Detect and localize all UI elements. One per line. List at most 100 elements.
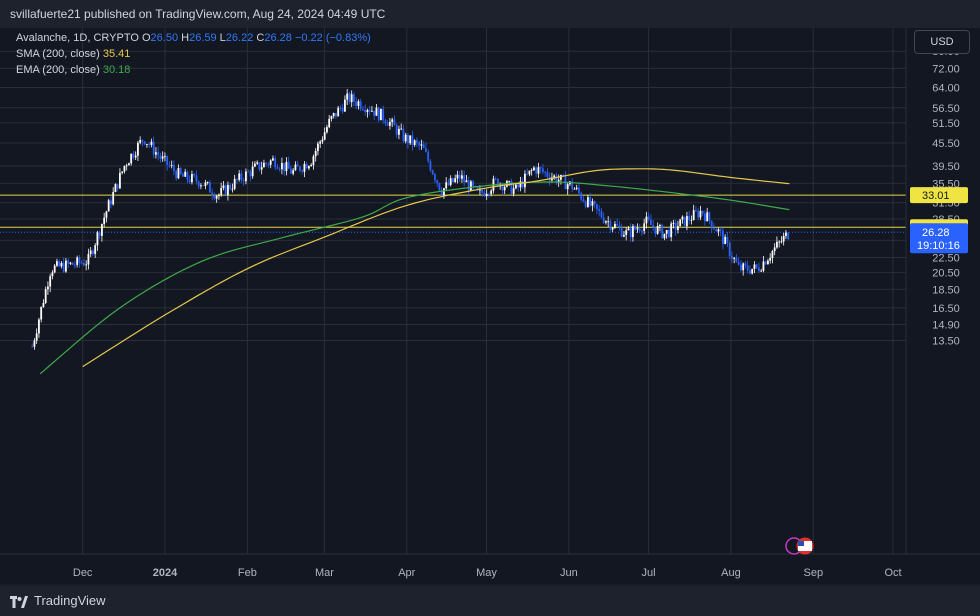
candle-body xyxy=(330,116,333,119)
candle-body xyxy=(663,233,666,239)
candle-body xyxy=(764,261,767,265)
candle-body xyxy=(697,211,700,218)
candle-body xyxy=(584,201,587,207)
candle-body xyxy=(191,173,193,183)
price-tick-label: 64.00 xyxy=(932,82,960,94)
candle-body xyxy=(512,188,515,194)
candle-body xyxy=(116,184,119,189)
candle-body xyxy=(546,172,549,177)
candle-body xyxy=(278,168,281,170)
candle-body xyxy=(710,220,713,229)
candle-body xyxy=(204,182,207,187)
candle-body xyxy=(773,247,776,252)
candle-body xyxy=(107,200,110,212)
candle-body xyxy=(602,217,605,223)
candle-body xyxy=(344,99,346,112)
open-value: 26.50 xyxy=(150,32,179,44)
candle-body xyxy=(728,242,731,257)
candle-body xyxy=(593,201,596,205)
candle-body xyxy=(195,175,198,182)
candle-body xyxy=(553,175,556,178)
candle-body xyxy=(479,189,481,191)
candle-body xyxy=(398,128,400,135)
candle-body xyxy=(123,165,126,172)
price-chart[interactable]: 13.5014.9016.5018.5020.5022.5025.0028.50… xyxy=(0,28,980,584)
candle-body xyxy=(161,156,164,159)
candle-body xyxy=(326,127,328,133)
candle-body xyxy=(373,110,376,116)
candle-body xyxy=(33,340,36,347)
candle-body xyxy=(38,319,40,334)
time-tick-label: Jun xyxy=(560,567,578,579)
sma-line xyxy=(82,168,790,368)
candle-body xyxy=(87,253,90,265)
candle-body xyxy=(321,139,324,142)
sma-legend[interactable]: SMA (200, close) 35.41 xyxy=(16,48,130,60)
candle-body xyxy=(620,227,623,237)
candle-body xyxy=(443,188,445,196)
candle-body xyxy=(260,167,263,170)
candle-body xyxy=(670,223,673,238)
candle-body xyxy=(447,182,450,186)
candle-body xyxy=(249,171,252,177)
candle-body xyxy=(519,181,522,188)
candle-body xyxy=(375,107,378,116)
candle-body xyxy=(445,182,448,189)
candle-body xyxy=(391,119,394,122)
symbol-name: Avalanche, 1D, CRYPTO xyxy=(16,32,139,44)
candle-body xyxy=(490,190,493,194)
candle-body xyxy=(785,232,787,236)
candle-body xyxy=(31,346,34,348)
candle-body xyxy=(395,125,398,135)
candle-body xyxy=(587,197,589,207)
candle-body xyxy=(782,235,785,242)
candle-body xyxy=(350,94,353,103)
candle-body xyxy=(184,171,187,177)
candle-body xyxy=(454,178,457,182)
candle-body xyxy=(155,152,157,155)
candle-body xyxy=(413,140,416,145)
candle-body xyxy=(449,178,452,186)
candle-body xyxy=(762,261,765,271)
candle-body xyxy=(485,193,488,197)
candle-body xyxy=(659,225,661,227)
candle-body xyxy=(213,195,216,199)
candle-body xyxy=(508,181,511,182)
candle-body xyxy=(58,261,61,267)
flag-icons[interactable] xyxy=(785,537,814,555)
candle-body xyxy=(62,262,65,272)
candle-body xyxy=(359,101,362,109)
candle-body xyxy=(668,230,670,238)
candle-body xyxy=(598,209,601,212)
last-price-box xyxy=(910,223,968,254)
ema-label: EMA (200, close) xyxy=(16,64,100,76)
candle-body xyxy=(481,189,484,193)
us-flag-canton-icon xyxy=(798,541,804,546)
candle-body xyxy=(744,263,747,266)
ema-legend[interactable]: EMA (200, close) 30.18 xyxy=(16,64,130,76)
price-tick-label: 51.50 xyxy=(932,118,960,130)
candle-body xyxy=(157,152,160,156)
time-tick-label: 2024 xyxy=(153,567,178,579)
candle-body xyxy=(636,228,639,230)
candle-body xyxy=(521,181,524,188)
currency-button[interactable]: USD xyxy=(914,30,970,54)
candle-body xyxy=(96,232,99,246)
candle-body xyxy=(362,108,364,110)
time-tick-label: Sep xyxy=(804,567,824,579)
candle-body xyxy=(438,183,441,191)
candle-body xyxy=(683,216,686,227)
candle-body xyxy=(202,185,205,187)
candle-body xyxy=(463,175,466,183)
candle-body xyxy=(328,118,331,128)
candle-body xyxy=(510,181,513,194)
candle-body xyxy=(335,113,337,117)
candle-body xyxy=(422,144,425,149)
candle-body xyxy=(517,184,520,188)
candle-body xyxy=(627,228,630,231)
candle-body xyxy=(274,158,277,168)
candle-body xyxy=(265,162,268,164)
candle-body xyxy=(233,178,236,189)
time-axis[interactable]: Dec 2024 Feb Mar Apr May Jun Jul Aug Sep Oct xyxy=(73,567,902,579)
candle-body xyxy=(332,113,335,117)
